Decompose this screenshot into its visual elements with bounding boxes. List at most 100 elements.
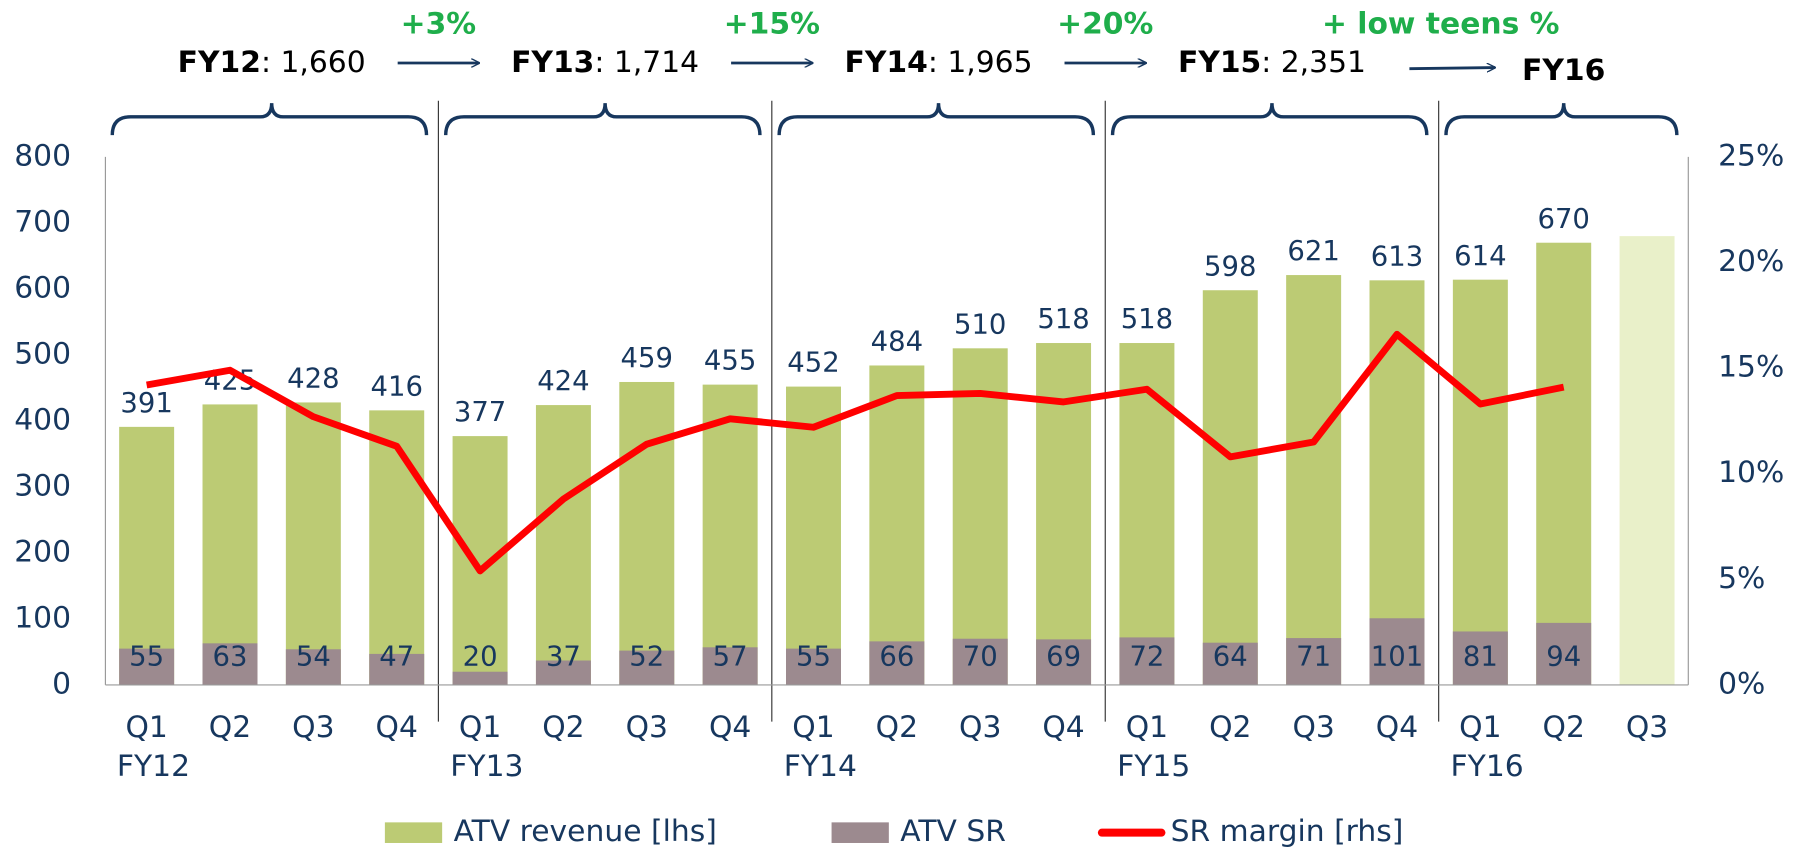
bar — [702, 384, 758, 685]
value-label: 670 — [1537, 203, 1589, 235]
legend-swatch — [831, 822, 889, 843]
bar — [202, 643, 258, 685]
value-label: 47 — [379, 640, 414, 672]
x-tick-label: Q3 — [1626, 710, 1668, 745]
x-tick-label: Q1 — [792, 710, 834, 745]
arrow — [1409, 68, 1495, 69]
bar — [786, 648, 841, 685]
fiscal-year-name: FY15 — [1178, 44, 1261, 79]
value-label: 69 — [1046, 640, 1081, 672]
bar — [1536, 242, 1592, 685]
fiscal-year-value: : 1,714 — [594, 44, 699, 79]
value-label: 614 — [1454, 240, 1506, 272]
value-label: 613 — [1371, 240, 1423, 272]
bar — [119, 648, 175, 685]
value-label: 94 — [1546, 640, 1581, 672]
bar — [1286, 638, 1342, 685]
value-label: 416 — [370, 370, 422, 402]
value-label: 101 — [1371, 640, 1423, 672]
value-label: 81 — [1463, 640, 1498, 672]
fiscal-year-value: : 2,351 — [1261, 44, 1366, 79]
x-tick-label: Q4 — [1042, 710, 1084, 745]
value-label: 391 — [120, 387, 172, 419]
x-year-label: FY13 — [450, 749, 523, 784]
y-tick-label: 800 — [14, 138, 71, 173]
x-tick-label: Q2 — [1209, 710, 1251, 745]
legend-label: ATV revenue [lhs] — [454, 814, 717, 849]
y-tick-label: 600 — [14, 270, 71, 305]
bar — [452, 671, 508, 685]
value-label: 621 — [1287, 235, 1339, 267]
value-label: 377 — [454, 396, 506, 428]
bar — [1202, 290, 1258, 685]
bracket — [110, 103, 429, 136]
x-tick-label: Q2 — [209, 710, 251, 745]
bar — [285, 649, 341, 685]
y-tick-label: 500 — [14, 336, 71, 371]
value-label: 20 — [463, 640, 498, 672]
bar — [869, 641, 925, 685]
fiscal-year-name: FY14 — [845, 44, 928, 79]
fiscal-year-value: : 1,965 — [928, 44, 1033, 79]
growth-label: +20% — [1057, 7, 1153, 42]
y-tick-label: 200 — [14, 534, 71, 569]
fiscal-year-total: FY12: 1,660 — [178, 44, 366, 79]
legend-label: ATV SR — [900, 814, 1006, 849]
value-label: 52 — [629, 640, 664, 672]
value-label: 510 — [954, 308, 1006, 340]
x-tick-label: Q2 — [1543, 710, 1585, 745]
legend-label: SR margin [rhs] — [1171, 814, 1404, 849]
bar — [952, 638, 1008, 685]
growth-label: +15% — [724, 7, 820, 42]
value-label: 455 — [704, 345, 756, 377]
x-tick-label: Q2 — [876, 710, 918, 745]
x-tick-label: Q1 — [1459, 710, 1501, 745]
bar — [202, 404, 258, 685]
y2-tick-label: 25% — [1718, 138, 1784, 173]
value-label: 70 — [963, 640, 998, 672]
value-label: 66 — [879, 640, 914, 672]
bar — [1536, 622, 1592, 685]
bar — [952, 348, 1008, 685]
bar — [1036, 343, 1092, 685]
bar — [1036, 639, 1092, 685]
value-label: 55 — [129, 640, 164, 672]
bar — [119, 426, 175, 685]
bar — [369, 410, 425, 685]
value-label: 459 — [621, 342, 673, 374]
x-year-label: FY16 — [1451, 749, 1524, 784]
bar — [1369, 618, 1425, 685]
value-label: 428 — [287, 363, 339, 395]
bar — [452, 436, 508, 685]
x-tick-label: Q4 — [1376, 710, 1418, 745]
x-tick-label: Q1 — [125, 710, 167, 745]
bar — [1286, 275, 1342, 685]
value-label: 71 — [1296, 640, 1331, 672]
fiscal-year-name: FY13 — [511, 44, 594, 79]
value-label: 424 — [537, 365, 589, 397]
bar — [285, 402, 341, 685]
bar — [369, 653, 425, 685]
fiscal-year-total: FY15: 2,351 — [1178, 44, 1366, 79]
y-tick-label: 100 — [14, 600, 71, 635]
fiscal-year-name: FY12 — [178, 44, 261, 79]
y2-tick-label: 15% — [1718, 350, 1784, 385]
x-year-label: FY15 — [1117, 749, 1190, 784]
line — [146, 330, 1565, 575]
x-tick-label: Q1 — [1126, 710, 1168, 745]
value-label: 37 — [546, 640, 581, 672]
y2-tick-label: 5% — [1718, 561, 1765, 596]
bar — [619, 381, 675, 685]
x-tick-label: Q3 — [626, 710, 668, 745]
bar — [702, 647, 758, 685]
x-year-label: FY14 — [784, 749, 857, 784]
x-year-label: FY12 — [117, 749, 190, 784]
value-label: 452 — [787, 347, 839, 379]
legend-swatch — [384, 822, 443, 843]
fiscal-year-total: FY14: 1,965 — [845, 44, 1033, 79]
value-label: 518 — [1121, 303, 1173, 335]
x-tick-label: Q3 — [959, 710, 1001, 745]
bar — [535, 405, 591, 685]
value-label: 57 — [713, 640, 748, 672]
